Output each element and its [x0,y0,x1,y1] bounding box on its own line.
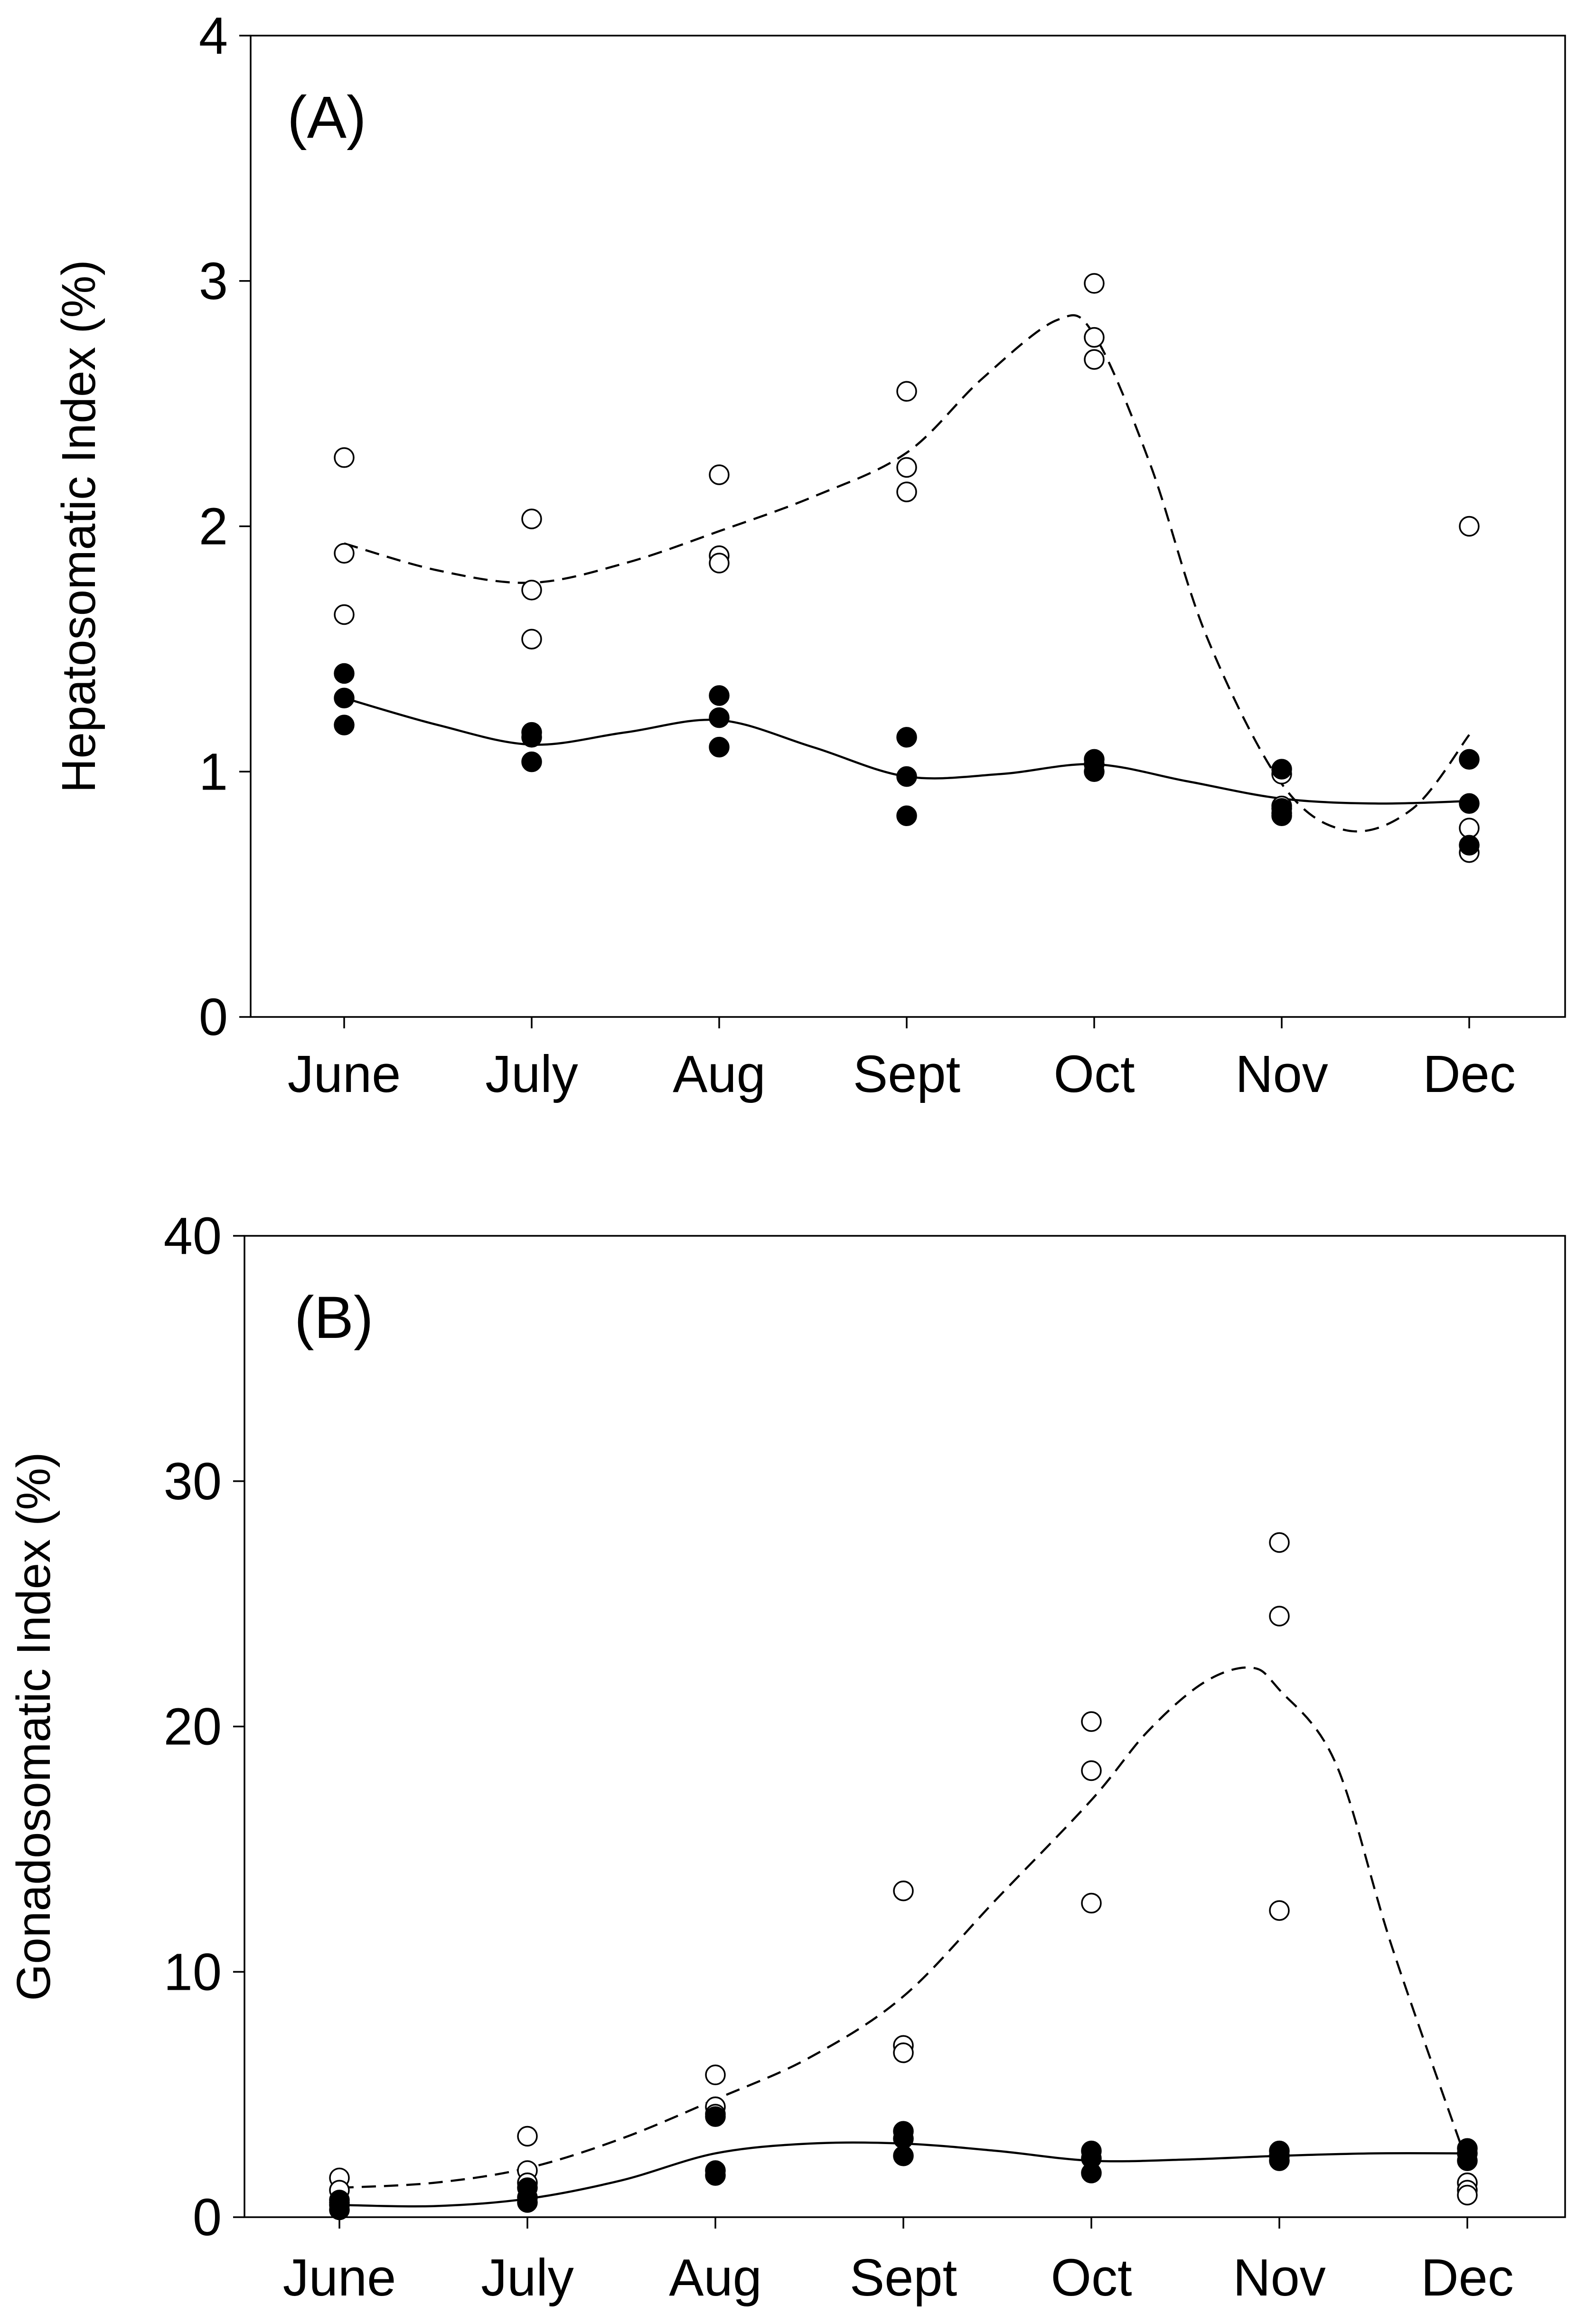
data-point-open [1084,327,1105,348]
y-tick-label: 20 [164,1698,222,1756]
chart-panel-1: 0 1 2 3 4 June July Aug Sept Oct Nov Dec Hepatosomat… [52,7,1566,1103]
x-tick-label-oct: Oct [1053,1045,1135,1103]
data-point-open [1269,1900,1290,1921]
y-tick-label: 10 [164,1943,222,2001]
chart-panel-2: 0 10 20 30 40 June July Aug Sept Oct Nov Dec Gonados… [7,1207,1566,2307]
trend-line-open [344,314,1470,833]
data-point-filled [329,2199,350,2221]
data-point-filled [705,2106,726,2127]
data-point-filled [1459,749,1480,770]
y-axis-label: Hepatosomatic Index (%) [52,260,105,793]
y-tick-label: 0 [193,2188,222,2247]
data-point-open [521,508,542,529]
y-tick-label: 40 [164,1207,222,1265]
data-point-filled [1081,2163,1102,2183]
data-point-filled [1459,793,1480,814]
data-point-open [1269,1532,1290,1553]
y-tick-label: 0 [199,988,228,1046]
trend-line-open [339,1666,1469,2189]
data-point-open [1269,1606,1290,1627]
y-tick-label: 4 [199,7,228,65]
y-tick-label: 2 [199,498,228,556]
data-point-filled [334,663,355,684]
data-point-filled [1271,759,1292,780]
data-point-filled [1459,835,1480,856]
data-point-filled [896,766,917,787]
data-point-filled [517,2192,538,2213]
data-point-open [709,464,730,485]
x-tick-label-dec: Dec [1421,2249,1514,2307]
data-point-open [896,457,917,478]
data-point-open [1081,1711,1102,1732]
data-point-open [893,2042,914,2063]
data-point-open [1084,273,1105,294]
x-tick-label-july: July [481,2249,574,2307]
data-point-open [1084,349,1105,370]
data-point-filled [709,685,730,706]
data-point-filled [896,727,917,748]
data-point-filled [709,736,730,758]
y-tick-label: 30 [164,1452,222,1511]
x-tick-label-nov: Nov [1235,1045,1328,1103]
data-point-filled [521,751,542,772]
data-point-open [896,481,917,502]
data-point-open [893,1880,914,1901]
panel-label: (B) [294,1285,374,1351]
data-point-filled [334,715,355,735]
data-point-filled [521,727,542,748]
x-tick-label-aug: Aug [669,2249,762,2307]
data-point-filled [709,707,730,728]
data-point-filled [705,2165,726,2186]
data-point-open [334,543,355,564]
data-point-open [1081,1892,1102,1914]
data-point-open [1459,818,1480,838]
data-point-filled [1084,761,1105,782]
data-point-open [334,604,355,625]
x-tick-label-nov: Nov [1233,2249,1326,2307]
x-tick-label-dec: Dec [1423,1045,1516,1103]
y-axis-label: Gonadosomatic Index (%) [7,1452,60,2001]
data-point-open [521,629,542,649]
data-point-open [1457,2184,1478,2206]
data-point-filled [896,805,917,827]
x-tick-label-june: June [288,1045,401,1103]
data-point-open [709,553,730,574]
y-tick-label: 3 [199,252,228,310]
data-point-open [1459,516,1480,537]
panel-label: (A) [287,85,366,151]
y-tick-label: 1 [199,743,228,801]
data-point-open [705,2064,726,2086]
data-point-open [896,381,917,402]
data-point-open [1081,1760,1102,1781]
data-point-filled [893,2145,914,2166]
data-point-filled [1269,2150,1290,2171]
x-tick-label-june: June [283,2249,396,2307]
x-tick-label-sept: Sept [853,1045,960,1103]
data-point-open [334,447,355,468]
data-point-filled [1457,2150,1478,2171]
x-tick-label-aug: Aug [673,1045,766,1103]
data-point-filled [1271,805,1292,827]
data-point-open [521,580,542,601]
data-point-open [517,2126,538,2147]
x-tick-label-july: July [485,1045,578,1103]
x-tick-label-sept: Sept [850,2249,957,2307]
x-tick-label-oct: Oct [1051,2249,1132,2307]
data-point-filled [893,2128,914,2149]
data-point-filled [334,687,355,708]
